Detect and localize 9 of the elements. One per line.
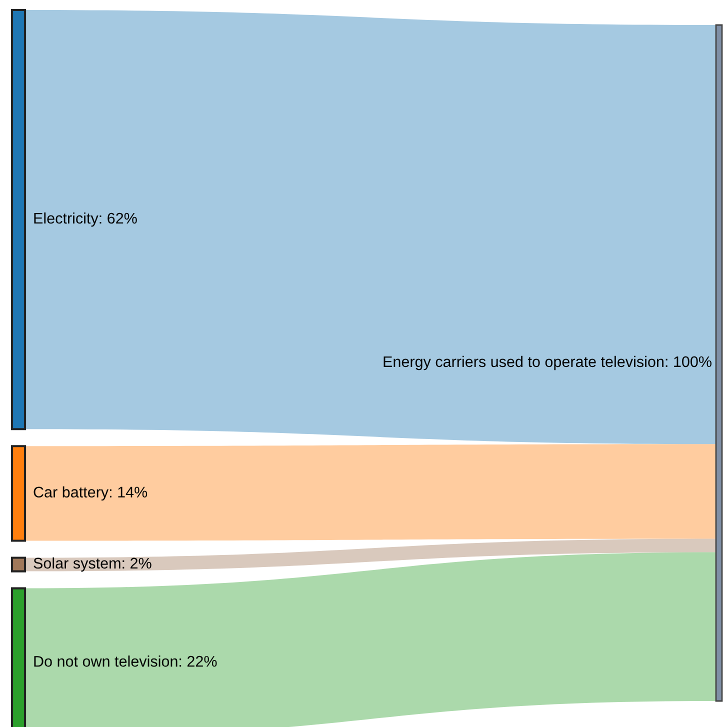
data-label: : 2%	[122, 558, 152, 569]
category-label: Electricity	[34, 212, 98, 227]
data-label: : 22%	[180, 656, 217, 667]
category-label: Car battery	[34, 486, 109, 501]
category-label: Solar system	[34, 557, 120, 572]
data-label: : 62%	[100, 212, 137, 224]
category-label: Do not own television	[34, 656, 178, 667]
text: Energy carriers used to operate television: 100%	[384, 356, 712, 370]
data-label: : 14%	[110, 486, 148, 498]
